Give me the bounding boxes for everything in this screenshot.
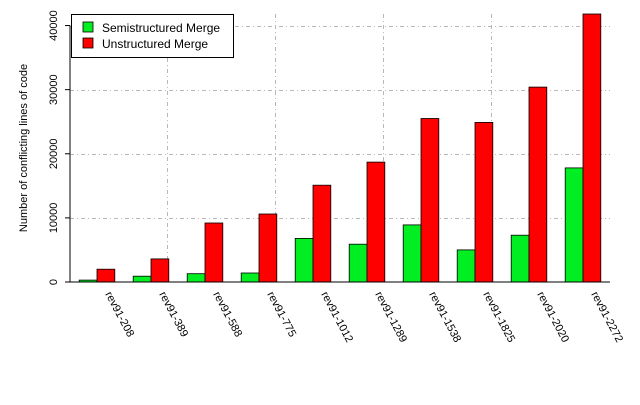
legend-label-unstructured: Unstructured Merge	[102, 37, 208, 51]
bar-unstructured-rev91-1289	[366, 161, 386, 283]
bar-unstructured-rev91-1825	[474, 122, 494, 283]
x-tick-label: rev91-389	[156, 290, 190, 339]
y-tick-label: 0	[48, 279, 60, 285]
bar-unstructured-rev91-775	[258, 213, 278, 283]
bar-semistructured-rev91-1289	[348, 243, 368, 283]
bar-unstructured-rev91-389	[150, 258, 170, 283]
bars	[78, 13, 602, 283]
y-tick-label: 20000	[48, 138, 60, 169]
x-tick-label: rev91-1289	[372, 290, 409, 345]
bar-unstructured-rev91-1012	[312, 184, 332, 283]
x-tick-label: rev91-1825	[480, 290, 517, 345]
legend-swatch-unstructured	[82, 37, 94, 49]
bar-semistructured-rev91-1825	[456, 249, 476, 283]
bar-unstructured-rev91-588	[204, 222, 224, 283]
x-tick-label: rev91-588	[210, 290, 244, 339]
x-tick-label: rev91-208	[102, 290, 136, 339]
bar-semistructured-rev91-389	[132, 275, 152, 283]
bar-unstructured-rev91-2272	[582, 13, 602, 283]
y-tick-label: 40000	[48, 10, 60, 41]
x-tick-label: rev91-1538	[426, 290, 463, 345]
y-axis: 0 10000 20000 30000 40000	[48, 10, 71, 285]
x-tick-label: rev91-775	[264, 290, 298, 339]
bar-semistructured-rev91-2272	[564, 167, 584, 283]
legend: Semistructured Merge Unstructured Merge	[71, 14, 234, 58]
bar-unstructured-rev91-2020	[528, 86, 548, 283]
bar-semistructured-rev91-775	[240, 272, 260, 283]
legend-box	[71, 14, 234, 58]
bar-unstructured-rev91-1538	[420, 118, 440, 283]
y-tick-label: 10000	[48, 203, 60, 234]
legend-swatch-semistructured	[82, 21, 94, 33]
bar-semistructured-rev91-1012	[294, 237, 314, 283]
bar-semistructured-rev91-588	[186, 273, 206, 283]
y-axis-title: Number of conflicting lines of code	[18, 64, 30, 232]
x-axis-labels: rev91-208 rev91-389 rev91-588 rev91-775 rev9…	[102, 290, 625, 345]
bar-semistructured-rev91-2020	[510, 234, 530, 283]
x-tick-label: rev91-1012	[318, 290, 355, 345]
bar-semistructured-rev91-1538	[402, 224, 422, 283]
y-tick-label: 30000	[48, 74, 60, 105]
x-tick-label: rev91-2020	[534, 290, 571, 345]
x-tick-label: rev91-2272	[588, 290, 625, 345]
legend-label-semistructured: Semistructured Merge	[102, 21, 220, 35]
bar-unstructured-rev91-208	[96, 268, 116, 283]
